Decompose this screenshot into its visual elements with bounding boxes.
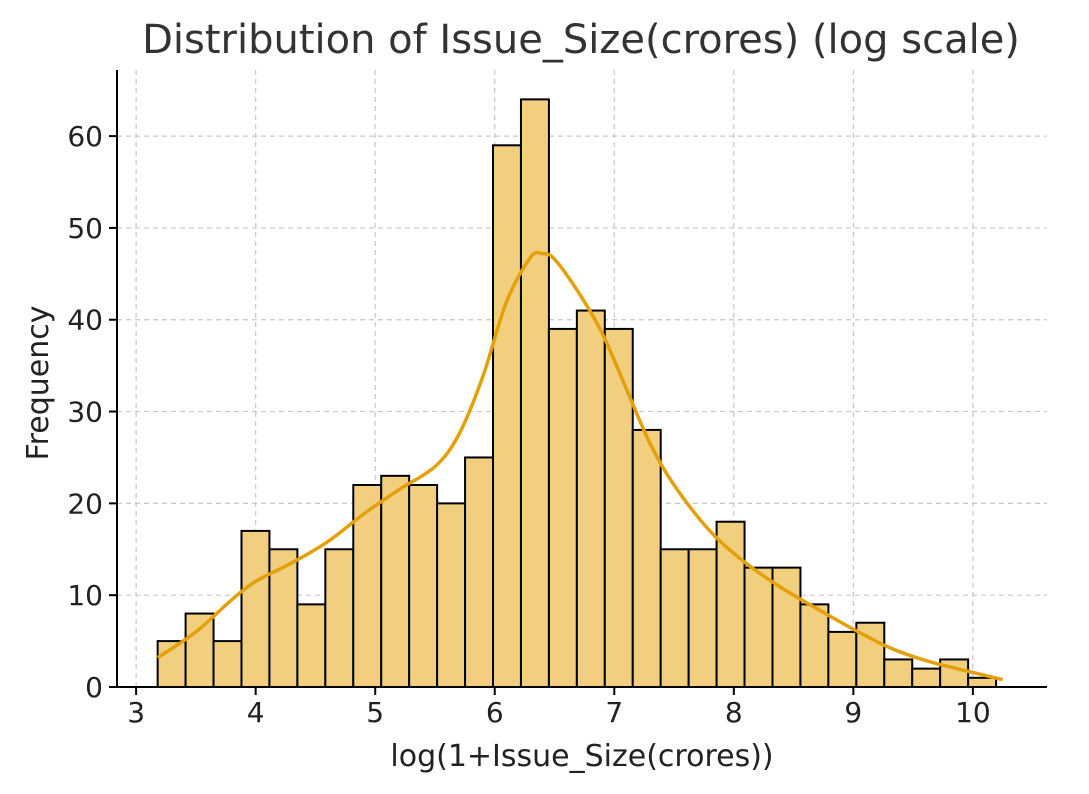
axes — [116, 70, 1047, 688]
x-tick-label: 9 — [844, 696, 862, 729]
histogram-bar — [324, 548, 355, 689]
y-ticks: 0 10 20 30 40 50 60 — [67, 120, 117, 704]
x-axis-label: log(1+Issue_Size(crores)) — [390, 739, 773, 774]
histogram-bar — [240, 529, 271, 688]
y-tick-label: 50 — [67, 212, 103, 245]
histogram-bar — [380, 474, 411, 688]
x-tick-label: 5 — [366, 696, 384, 729]
histogram-bar — [631, 428, 662, 688]
y-tick-label: 40 — [67, 304, 103, 337]
histogram-bar — [492, 144, 522, 688]
x-tick-label: 3 — [127, 696, 145, 729]
histogram-bar — [603, 327, 634, 688]
x-tick-label: 10 — [955, 696, 991, 729]
y-tick-label: 0 — [85, 671, 103, 704]
histogram-bar — [743, 566, 774, 689]
histogram-bar — [268, 548, 299, 689]
y-tick-label: 30 — [67, 396, 103, 429]
histogram-bar — [659, 548, 690, 689]
histogram-bar — [352, 484, 383, 688]
y-tick-label: 20 — [67, 487, 103, 520]
y-tick-label: 10 — [67, 579, 103, 612]
histogram-bar — [547, 327, 578, 688]
histogram-bar — [715, 520, 746, 688]
histogram-bar — [939, 658, 970, 689]
histogram-bar — [296, 603, 327, 689]
histogram-bar — [883, 658, 914, 689]
histogram-bar — [575, 309, 606, 688]
histogram-bar — [967, 676, 998, 689]
histogram-bar — [408, 484, 439, 688]
y-axis-label: Frequency — [21, 306, 56, 461]
histogram-bar — [464, 456, 495, 688]
x-tick-label: 4 — [247, 696, 265, 729]
chart-title: Distribution of Issue_Size(crores) (log … — [142, 17, 1020, 63]
x-tick-label: 7 — [605, 696, 623, 729]
histogram-bar — [212, 640, 243, 689]
histogram-bars — [156, 98, 998, 689]
histogram-bar — [519, 98, 550, 688]
kde-curve-layer — [156, 250, 1004, 682]
histogram-bar — [436, 502, 467, 688]
y-tick-label: 60 — [67, 120, 103, 153]
histogram-bar — [687, 548, 718, 689]
x-tick-label: 8 — [725, 696, 743, 729]
x-tick-label: 6 — [486, 696, 504, 729]
histogram-bar — [827, 630, 858, 688]
kde-curve — [156, 250, 1004, 682]
histogram-bar — [911, 667, 942, 688]
histogram-bar — [184, 612, 215, 688]
x-ticks: 3 4 5 6 7 8 9 10 — [127, 687, 991, 729]
histogram-bar — [799, 603, 830, 689]
